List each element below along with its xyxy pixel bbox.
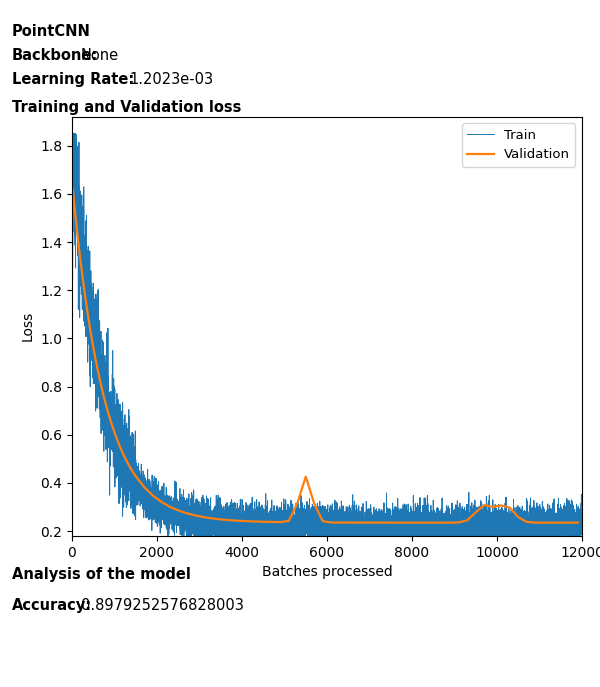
- Train: [164, 532, 172, 540]
- Train: [329, 532, 337, 540]
- Text: 0.8979252576828003: 0.8979252576828003: [81, 598, 244, 613]
- Text: 1.2023e-03: 1.2023e-03: [129, 72, 213, 87]
- Text: Analysis of the model: Analysis of the model: [12, 567, 191, 582]
- X-axis label: Batches processed: Batches processed: [262, 565, 392, 579]
- Y-axis label: Loss: Loss: [20, 311, 35, 341]
- Train: [337, 510, 344, 519]
- Text: None: None: [81, 48, 119, 63]
- Train: [379, 515, 386, 523]
- Text: Training and Validation loss: Training and Validation loss: [12, 100, 241, 115]
- Text: Learning Rate:: Learning Rate:: [12, 72, 134, 87]
- Validation: [130, 469, 137, 477]
- Legend: Train, Validation: Train, Validation: [462, 124, 575, 166]
- Validation: [96, 374, 103, 383]
- Validation: [574, 519, 581, 527]
- Train: [144, 491, 151, 499]
- Train: [68, 137, 76, 146]
- Train: [95, 353, 103, 361]
- Validation: [217, 515, 224, 523]
- Validation: [69, 185, 76, 194]
- Text: Backbone:: Backbone:: [12, 48, 98, 63]
- Text: Accuracy:: Accuracy:: [12, 598, 92, 613]
- Train: [200, 508, 208, 516]
- Validation: [68, 274, 76, 282]
- Line: Validation: Validation: [72, 190, 578, 523]
- Text: PointCNN: PointCNN: [12, 24, 91, 39]
- Line: Train: Train: [72, 134, 582, 536]
- Train: [578, 516, 586, 524]
- Train: [68, 130, 76, 138]
- Validation: [77, 256, 84, 264]
- Validation: [81, 289, 88, 297]
- Validation: [497, 502, 505, 510]
